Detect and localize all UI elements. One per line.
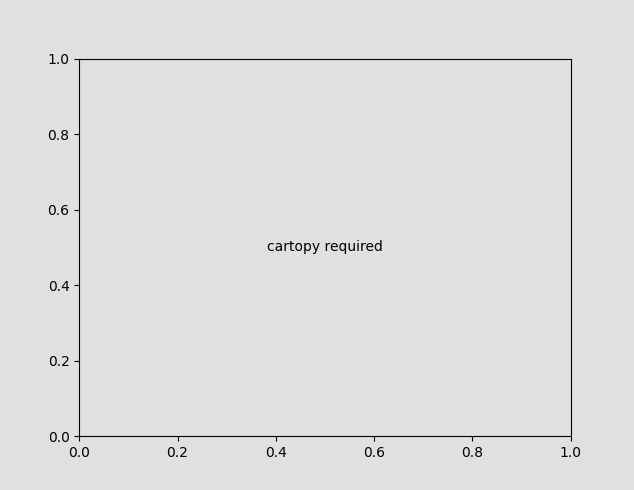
Text: cartopy required: cartopy required (267, 241, 383, 254)
